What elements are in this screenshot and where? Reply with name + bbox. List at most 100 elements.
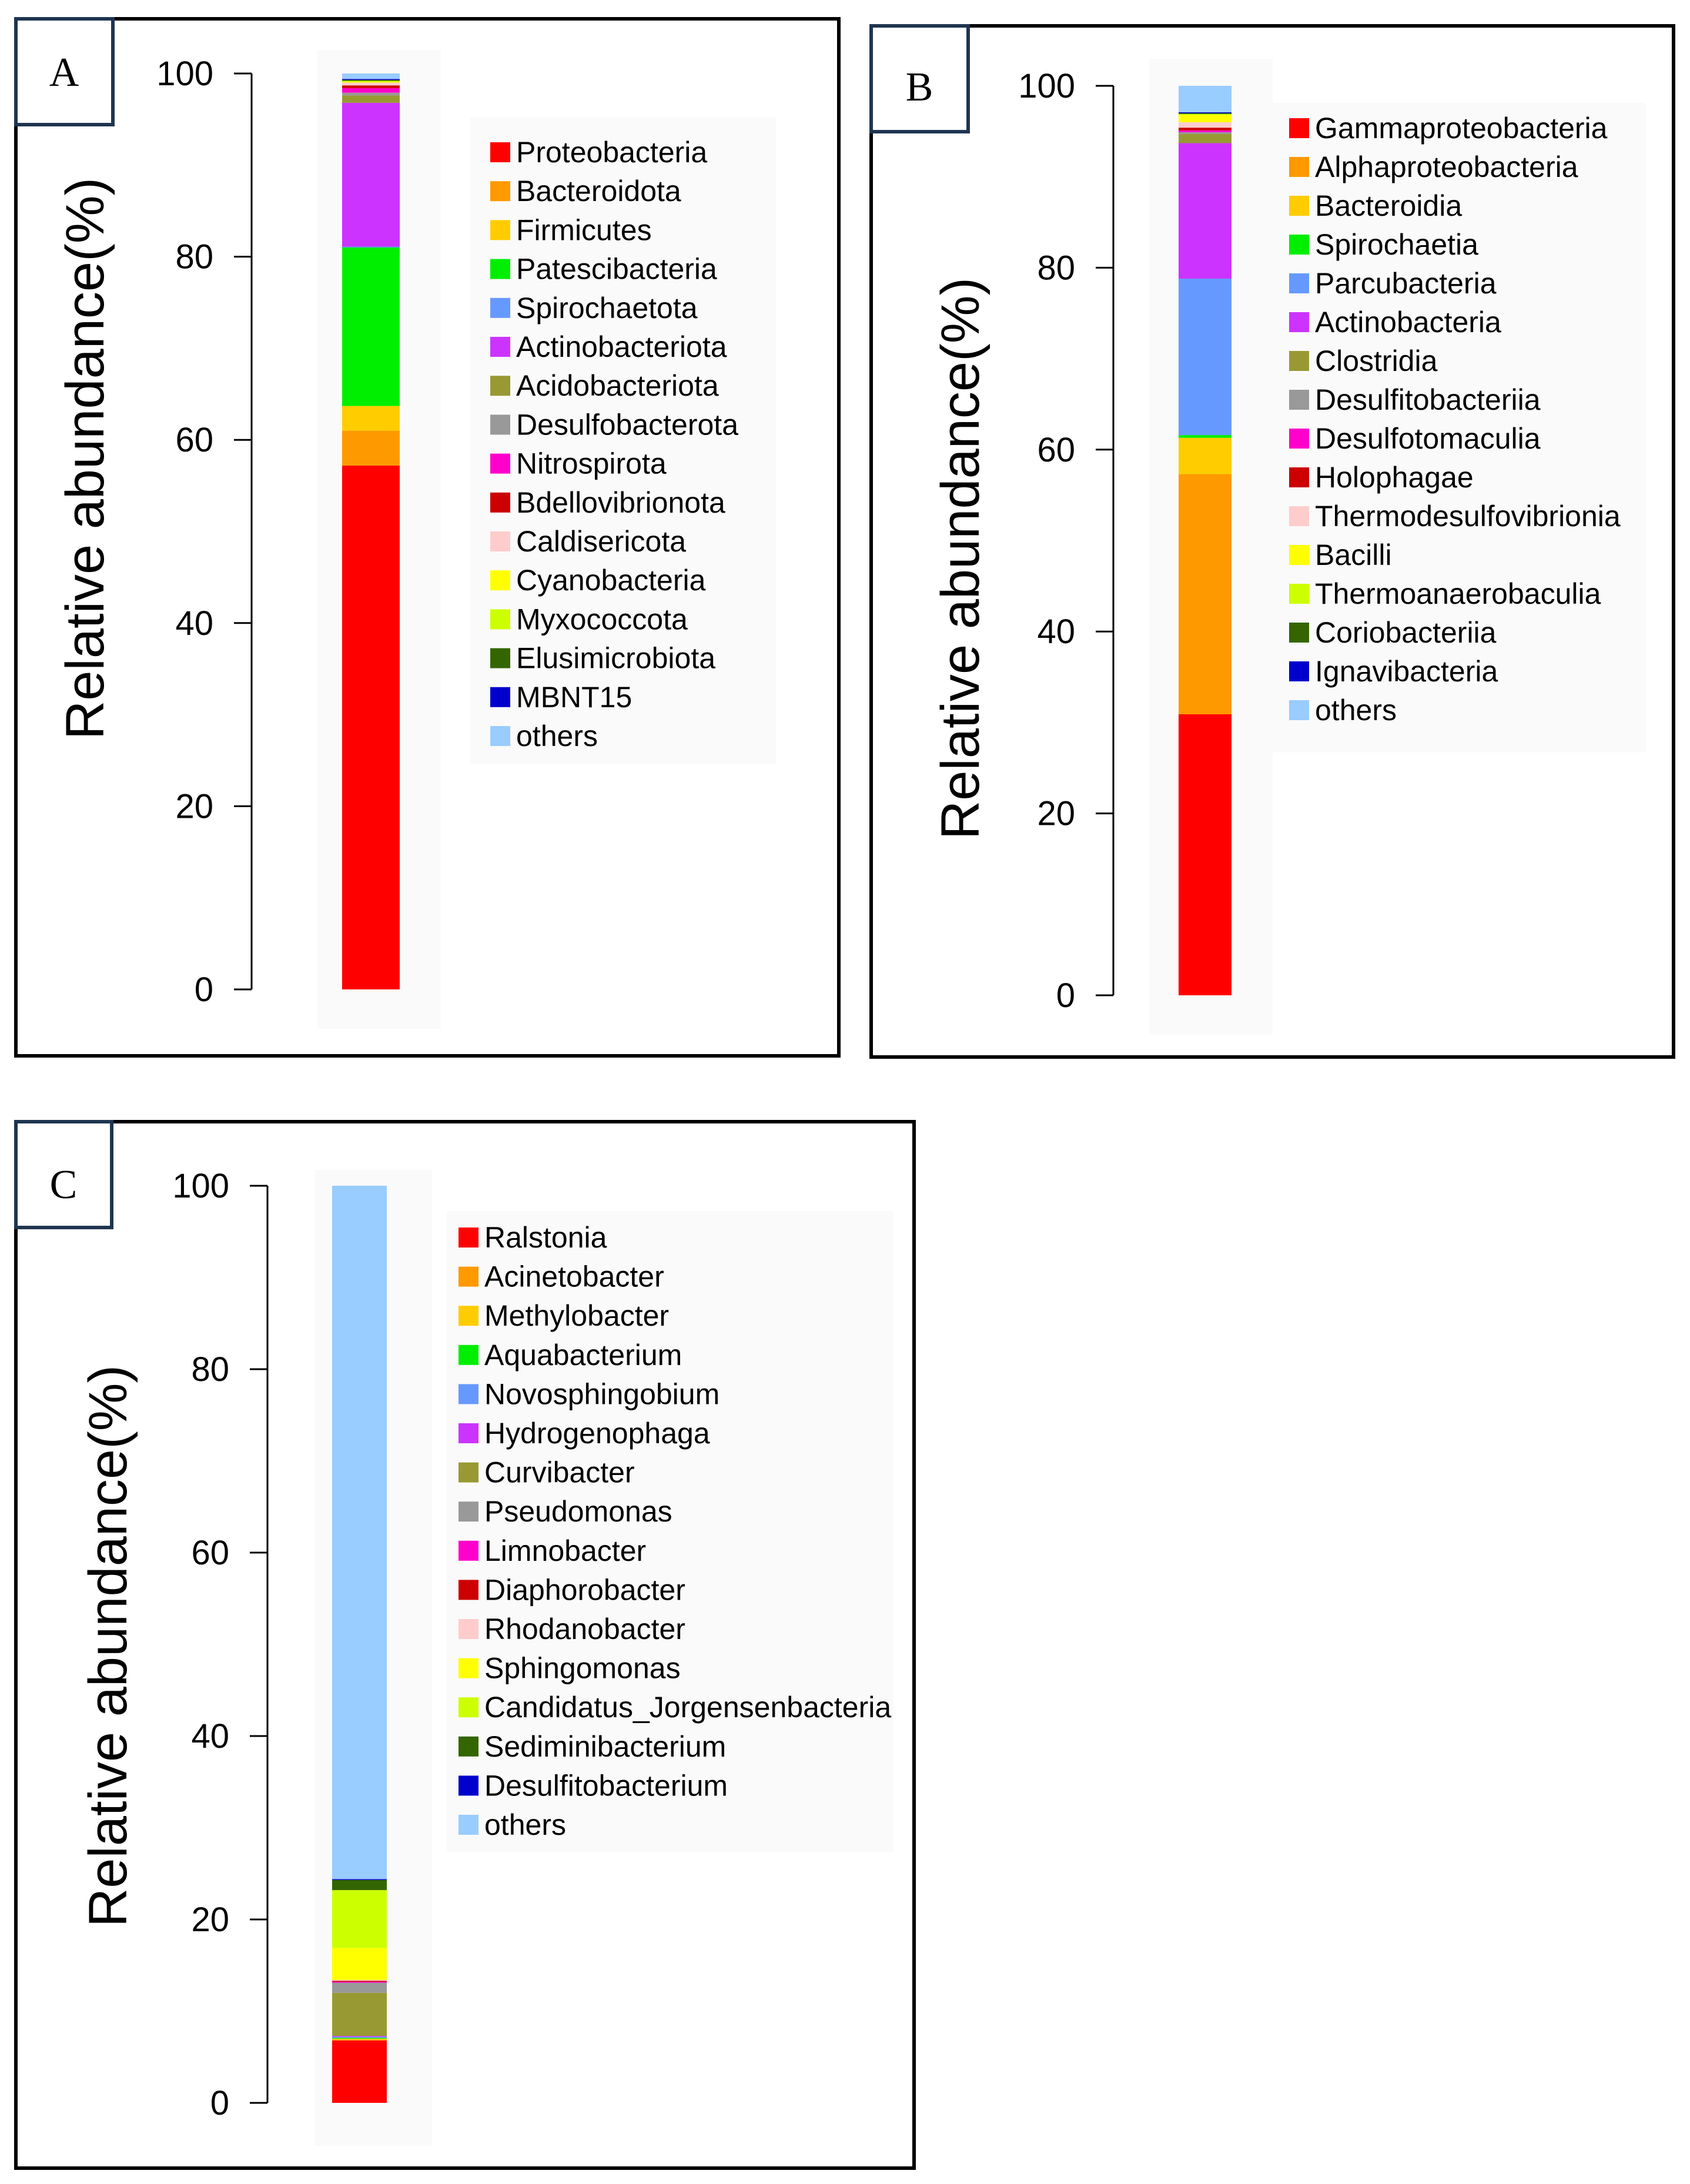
panel-a-legend-label: Bdellovibrionota [516, 486, 725, 519]
panel-c-legend-swatch [459, 1580, 478, 1600]
panel-c-legend-label: Limnobacter [484, 1534, 646, 1567]
panel-c-bar-segment [332, 1982, 387, 1983]
panel-b-bar-segment [1179, 130, 1231, 132]
panel-a: A Relative abundance(%) 0 20 40 60 80 100 Pro… [14, 17, 841, 1058]
panel-c-legend-label: Hydrogenophaga [484, 1417, 710, 1450]
panel-b-legend-swatch [1289, 351, 1309, 371]
panel-c-bar-segment [332, 2039, 387, 2041]
panel-b-legend-swatch [1289, 157, 1309, 177]
panel-c-legend-swatch [459, 1619, 478, 1639]
panel-a-y-axis-label: Relative abundance(%) [55, 178, 115, 740]
panel-c-label-box [14, 1120, 113, 1229]
panel-c-legend-label: Ralstonia [484, 1221, 607, 1254]
panel-c-legend-label: Curvibacter [484, 1456, 635, 1489]
panel-a-y-axis: 0 20 40 60 80 100 [156, 55, 253, 1009]
panel-b-y-axis-label: Relative abundance(%) [931, 277, 990, 840]
panel-b-bar-segment [1179, 714, 1231, 995]
panel-c-legend-swatch [459, 1736, 478, 1757]
panel-c-legend-swatch [459, 1815, 478, 1835]
panel-b-bar-segment [1179, 437, 1231, 474]
panel-b-legend-swatch [1289, 700, 1309, 720]
panel-a-legend-label: MBNT15 [516, 681, 632, 714]
panel-c-legend-swatch [459, 1228, 478, 1247]
panel-c-bar-segment [332, 1948, 387, 1980]
panel-b-bar-segment [1179, 86, 1231, 112]
panel-c-legend-swatch [459, 1501, 478, 1522]
panel-a-bar-segment [342, 82, 400, 86]
panel-a-bar-segment [342, 246, 400, 248]
panel-a-legend: Proteobacteria Bacteroidota Firmicutes Pate… [490, 136, 738, 752]
panel-b-y-axis: 0 20 40 60 80 100 [1018, 67, 1115, 1015]
panel-c-legend-label: Acinetobacter [484, 1260, 664, 1293]
panel-a-legend-label: Nitrospirota [516, 447, 667, 480]
panel-a-bar-segment [342, 430, 400, 466]
panel-b-legend-label: Coriobacteriia [1315, 616, 1497, 649]
panel-c-bar-stack [332, 1186, 387, 2103]
panel-c-legend-label: Pseudomonas [484, 1495, 672, 1528]
panel-c-legend-swatch [459, 1344, 478, 1365]
panel-c-y-tick-label: 40 [191, 1717, 229, 1755]
panel-a-bar-segment [342, 82, 400, 83]
panel-c-legend-label: Rhodanobacter [484, 1613, 685, 1645]
panel-b-label: B [906, 65, 933, 110]
panel-b-legend-background [1270, 103, 1646, 752]
panel-b-legend-swatch [1289, 584, 1309, 604]
panel-a-bar-segment [342, 92, 400, 96]
panel-c-bar-segment [332, 1890, 387, 1948]
panel-b-label-box [869, 24, 970, 133]
panel-a-legend-background [470, 118, 776, 764]
panel-b-legend-label: Alphaproteobacteria [1315, 150, 1578, 183]
panel-a-legend-label: Acidobacteriota [516, 369, 719, 402]
panel-b-legend-label: Parcubacteria [1315, 267, 1497, 300]
panel-b-bar-segment [1179, 113, 1231, 114]
panel-b-legend-label: others [1315, 694, 1397, 727]
panel-c-y-tick-label: 0 [210, 2084, 229, 2122]
panel-b-legend-swatch [1289, 623, 1309, 643]
panel-c-bar-segment [332, 1879, 387, 1891]
panel-b-legend-label: Ignavibacteria [1315, 655, 1498, 688]
panel-a-y-tick-label: 60 [175, 421, 213, 459]
panel-c-label: C [50, 1162, 78, 1208]
panel-a-legend-swatch [490, 414, 510, 435]
panel-c-bar-segment [332, 1981, 387, 1982]
panel-c-legend-label: Sediminibacterium [484, 1730, 726, 1763]
panel-a-legend-label: Myxococcota [516, 603, 688, 636]
panel-c-legend-label: Sphingomonas [484, 1652, 681, 1685]
panel-b-y-tick-label: 100 [1018, 67, 1075, 105]
panel-c-bar-segment [332, 2036, 387, 2037]
panel-b-bar-segment [1179, 474, 1231, 714]
panel-c-legend: Ralstonia Acinetobacter Methylobacter Aquab… [459, 1221, 891, 1841]
panel-a-legend-swatch [490, 453, 510, 474]
panel-a-legend-swatch [490, 687, 510, 707]
panel-c-bar-segment [332, 2036, 387, 2038]
panel-c-legend-swatch [459, 1658, 478, 1678]
panel-a-legend-swatch [490, 181, 510, 202]
panel-a-legend-label: Desulfobacterota [516, 408, 738, 441]
panel-a-label: A [49, 50, 79, 95]
panel-a-bar-segment [342, 81, 400, 82]
panel-a-bar-segment [342, 95, 400, 103]
panel-a-legend-label: Bacteroidota [516, 175, 681, 208]
panel-c-legend-swatch [459, 1423, 478, 1443]
panel-b-legend-swatch [1289, 661, 1309, 681]
panel-a-bar-segment [342, 79, 400, 81]
panel-a-legend-label: Patescibacteria [516, 253, 717, 286]
panel-a-y-tick-label: 100 [156, 55, 213, 93]
panel-c-legend-label: Novosphingobium [484, 1377, 719, 1410]
panel-b-bar-segment [1179, 113, 1231, 115]
panel-c-legend-label: Aquabacterium [484, 1339, 682, 1372]
panel-b-legend-swatch [1289, 235, 1309, 255]
panel-c-y-tick-label: 80 [191, 1350, 229, 1389]
panel-c-y-tick-label: 20 [191, 1901, 229, 1939]
panel-b-bar-segment [1179, 112, 1231, 113]
panel-c-bar-segment [332, 1979, 387, 1981]
panel-a-bar-segment [342, 102, 400, 247]
panel-a-legend-label: Elusimicrobiota [516, 642, 715, 675]
panel-c-legend-label: others [484, 1808, 566, 1841]
panel-a-y-tick-label: 20 [175, 787, 213, 825]
panel-a-bar-segment [342, 73, 400, 79]
panel-b-legend-label: Thermodesulfovibrionia [1315, 500, 1621, 533]
panel-a-legend-swatch [490, 531, 510, 551]
panel-c-legend-background [447, 1211, 893, 1852]
panel-c-legend-label: Methylobacter [484, 1299, 669, 1332]
